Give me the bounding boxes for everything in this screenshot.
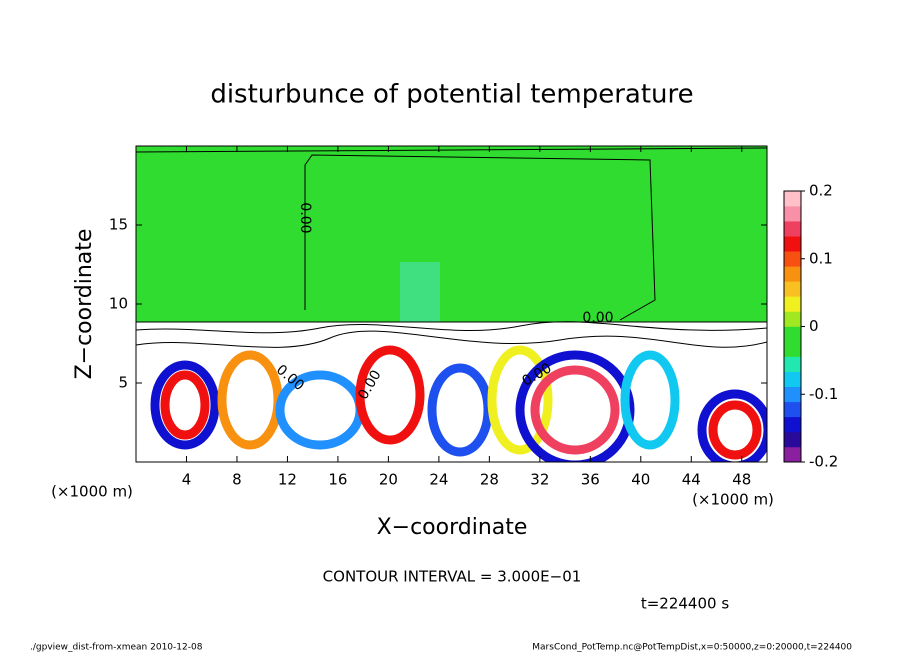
colorbar-swatch — [784, 341, 801, 357]
colorbar-tick-label: 0.1 — [809, 249, 833, 267]
x-tick-label: 8 — [232, 471, 242, 489]
x-unit-label: (×1000 m) — [692, 491, 774, 509]
x-tick-label: 32 — [530, 471, 549, 489]
colorbar-swatch — [784, 401, 801, 418]
colorbar-swatch — [784, 296, 801, 312]
colorbar-swatch — [784, 386, 801, 403]
y-tick-label: 5 — [118, 374, 128, 392]
time-label: t=224400 s — [641, 595, 729, 613]
colorbar-swatch — [784, 416, 801, 433]
x-tick-label: 44 — [682, 471, 701, 489]
colorbar-swatch — [784, 446, 801, 463]
colorbar-swatch — [784, 311, 801, 327]
contour-label: 0.00 — [582, 310, 613, 326]
colorbar-swatch — [784, 281, 801, 297]
footer-left: ./gpview_dist-from-xmean 2010-12-08 — [30, 643, 203, 653]
field — [136, 146, 767, 462]
colorbar-tick-label: -0.2 — [809, 453, 838, 471]
y-tick-label: 10 — [109, 295, 128, 313]
colorbar-swatch — [784, 356, 801, 372]
x-tick-label: 48 — [732, 471, 751, 489]
y-tick-label: 15 — [109, 216, 128, 234]
colorbar-swatch — [784, 266, 801, 282]
x-axis-label: X−coordinate — [377, 515, 528, 540]
x-tick-label: 4 — [182, 471, 192, 489]
colorbar-tick-label: 0.2 — [809, 182, 833, 200]
x-tick-label: 24 — [429, 471, 448, 489]
colorbar-swatch — [784, 371, 801, 388]
colorbar-tick-label: -0.1 — [809, 385, 838, 403]
x-tick-label: 20 — [379, 471, 398, 489]
colorbar-swatch — [784, 221, 801, 237]
x-tick-label: 16 — [328, 471, 347, 489]
y-axis-label: Z−coordinate — [72, 229, 97, 380]
x-tick-label: 36 — [581, 471, 600, 489]
colorbar-swatch — [784, 191, 801, 207]
colorbar-swatch — [784, 326, 801, 342]
contour-label: 0.00 — [297, 202, 313, 233]
x-unit-label: (×1000 m) — [51, 483, 133, 501]
colorbar-swatch — [784, 431, 801, 448]
x-tick-label: 28 — [480, 471, 499, 489]
colorbar-swatch — [784, 236, 801, 252]
chart-title: disturbunce of potential temperature — [210, 80, 693, 110]
x-tick-label: 12 — [278, 471, 297, 489]
contour-interval: CONTOUR INTERVAL = 3.000E−01 — [323, 568, 582, 586]
colorbar-swatch — [784, 251, 801, 267]
colorbar-swatch — [784, 206, 801, 222]
footer-right: MarsCond_PotTemp.nc@PotTempDist,x=0:5000… — [532, 643, 852, 653]
x-tick-label: 40 — [631, 471, 650, 489]
colorbar-tick-label: 0 — [809, 317, 819, 335]
